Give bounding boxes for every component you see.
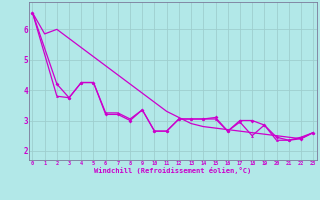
X-axis label: Windchill (Refroidissement éolien,°C): Windchill (Refroidissement éolien,°C) — [94, 167, 252, 174]
